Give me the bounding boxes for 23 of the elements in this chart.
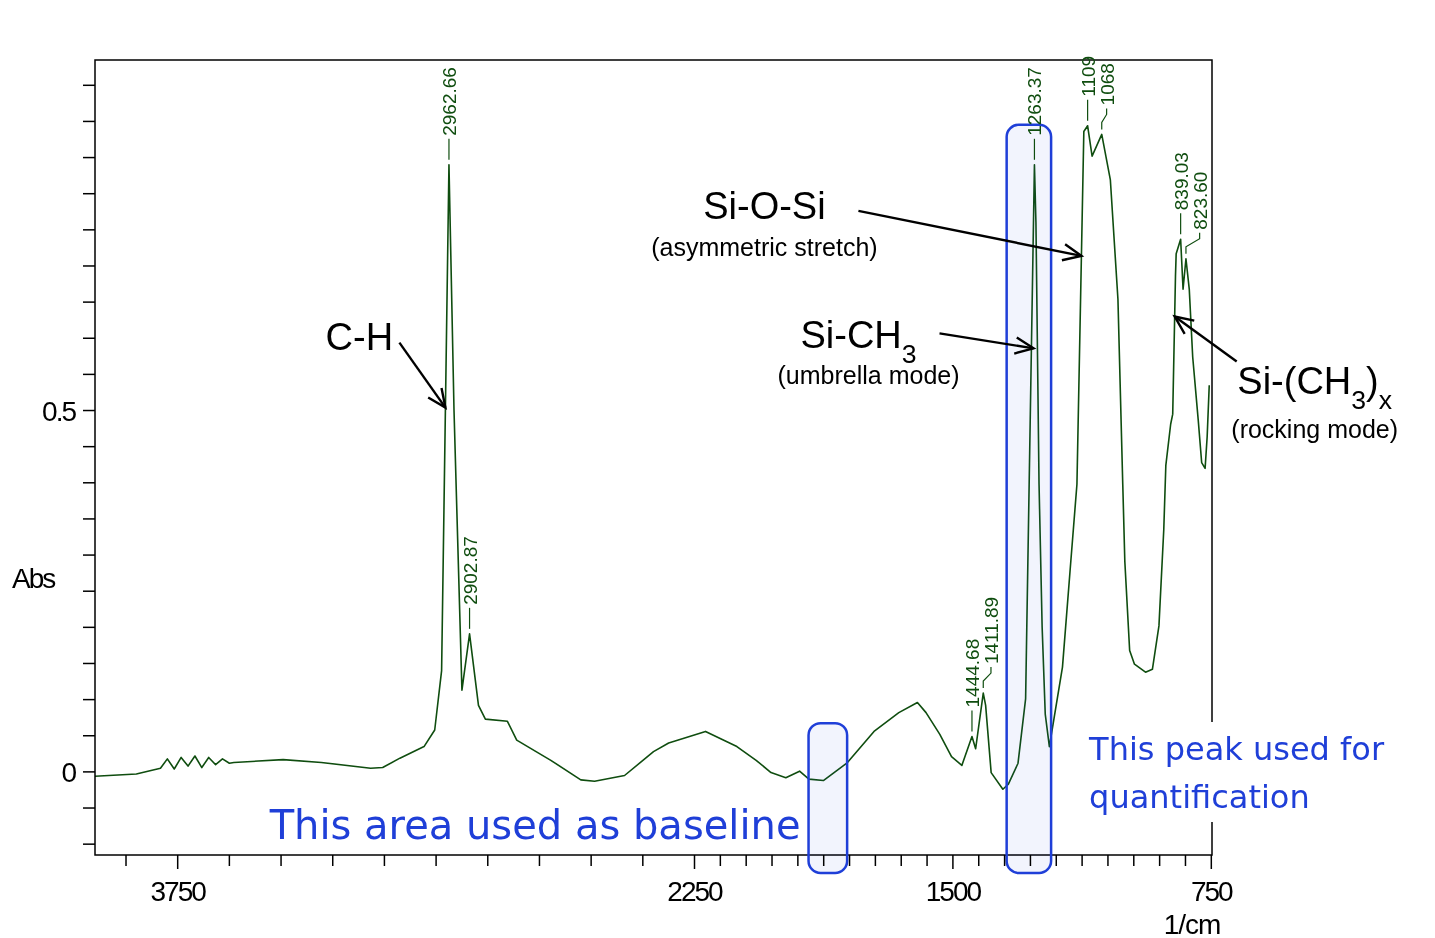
- y-axis-title: Abs: [12, 562, 56, 594]
- annotation: 1068: [1096, 63, 1118, 106]
- band-label: This peak used for quantification: [1088, 730, 1385, 816]
- annotation: 1109: [1077, 55, 1099, 97]
- x-axis-title: 1/cm: [1163, 909, 1221, 938]
- x-tick-label: 1500: [925, 876, 982, 907]
- annotation: 823.60: [1189, 171, 1211, 230]
- annotation: Si-(CH$_{3}$)$_{x}$ (rocking mode): [1231, 359, 1399, 443]
- x-tick-label: 750: [1190, 876, 1234, 907]
- x-tick-label: 2250: [667, 876, 724, 907]
- band-label: This area used as baseline: [268, 802, 801, 848]
- annotation: 2902.87: [459, 536, 481, 605]
- annotation: C-H: [325, 315, 394, 358]
- x-tick-label: 3750: [150, 876, 207, 907]
- annotation: 1263.37: [1024, 67, 1046, 136]
- annotation: 1444.68: [961, 638, 983, 708]
- y-tick-label: 0.5: [42, 395, 77, 427]
- y-tick-label: 0: [61, 756, 77, 788]
- annotation: 2962.66: [438, 67, 460, 136]
- annotation: Si-O-Si (asymmetric stretch): [651, 184, 878, 261]
- annotation: Si-CH$_{3}$ (umbrella mode): [777, 314, 960, 390]
- annotation: 839.03: [1170, 152, 1192, 211]
- annotation: 1411.89: [980, 596, 1002, 665]
